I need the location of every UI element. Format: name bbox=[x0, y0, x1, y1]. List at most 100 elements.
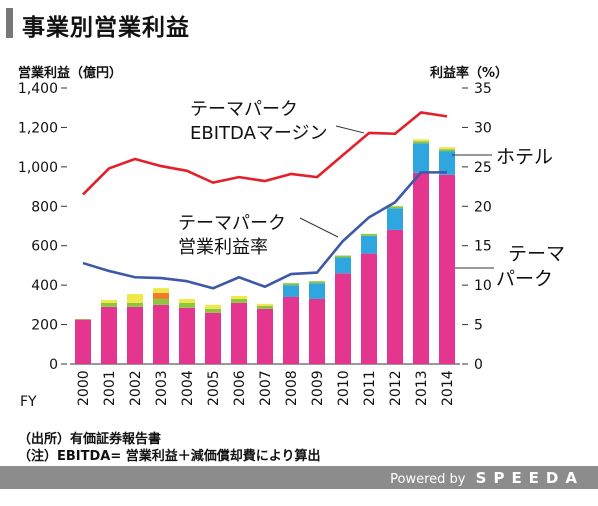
chart-bars bbox=[75, 139, 455, 364]
bar-segment bbox=[153, 293, 169, 299]
bar-segment bbox=[387, 206, 403, 209]
annotation-ebitda-leader bbox=[335, 125, 365, 134]
bar-segment bbox=[335, 255, 351, 258]
bar-segment bbox=[413, 141, 429, 144]
y-tick-left: 0 bbox=[49, 357, 58, 373]
bar-segment bbox=[413, 143, 429, 173]
y-tick-left: 1,400 bbox=[18, 81, 58, 97]
y-tick-right: 0 bbox=[474, 357, 483, 373]
bar-segment bbox=[257, 305, 273, 309]
bar-segment bbox=[413, 139, 429, 142]
bar-segment bbox=[205, 304, 221, 309]
bar-segment bbox=[361, 253, 377, 364]
x-tick-label: 2003 bbox=[154, 370, 170, 406]
annotation-hotel: ホテル bbox=[496, 146, 553, 168]
bar-segment bbox=[335, 257, 351, 274]
bar-segment bbox=[179, 302, 195, 308]
bar-segment bbox=[309, 298, 325, 364]
y-axis-right-title: 利益率（%） bbox=[430, 65, 508, 81]
ebitda-margin-line bbox=[82, 111, 448, 196]
operating-margin-line bbox=[82, 171, 447, 290]
annotation-ebitda-line1: テーマパーク bbox=[190, 99, 298, 120]
bar-segment bbox=[361, 235, 377, 254]
x-tick-label: 2004 bbox=[180, 370, 196, 406]
source-note: （出所）有価証券報告書 bbox=[18, 432, 162, 447]
bar-segment bbox=[231, 298, 247, 303]
x-tick-label: 2014 bbox=[440, 370, 456, 406]
y-tick-right: 15 bbox=[474, 239, 492, 255]
bar-segment bbox=[283, 296, 299, 364]
page-title: 事業別営業利益 bbox=[22, 15, 190, 41]
bar-segment bbox=[335, 273, 351, 364]
chart-lines bbox=[82, 111, 448, 290]
y-tick-right: 30 bbox=[474, 120, 492, 136]
y-axis-left-title: 営業利益（億円） bbox=[18, 65, 122, 81]
annotation-margin-line2: 営業利益率 bbox=[178, 237, 268, 258]
annotation-margin-line1: テーマパーク bbox=[178, 213, 286, 234]
bar-segment bbox=[387, 229, 403, 364]
bar-segment bbox=[361, 233, 377, 236]
y-tick-left: 1,000 bbox=[18, 160, 58, 176]
bar-segment bbox=[179, 307, 195, 364]
bar-segment bbox=[439, 147, 455, 150]
footer-powered: Powered by bbox=[390, 472, 466, 487]
footer-bar: Powered by SPEEDA bbox=[0, 466, 598, 489]
x-tick-label: 2011 bbox=[362, 370, 378, 406]
y-tick-left: 400 bbox=[31, 278, 58, 294]
bar-segment bbox=[439, 149, 455, 152]
bar-segment bbox=[283, 285, 299, 297]
x-axis-prefix: FY bbox=[20, 394, 37, 410]
footnote: （注）EBITDA= 営業利益＋減価償却費により算出 bbox=[18, 449, 321, 464]
bar-segment bbox=[257, 308, 273, 364]
bar-segment bbox=[413, 172, 429, 364]
x-tick-label: 2007 bbox=[258, 370, 274, 406]
y-tick-left: 600 bbox=[31, 239, 58, 255]
footer-brand: SPEEDA bbox=[475, 469, 584, 487]
bar-segment bbox=[101, 299, 117, 303]
x-tick-label: 2006 bbox=[232, 370, 248, 406]
x-tick-label: 2013 bbox=[414, 370, 430, 406]
y-tick-right: 20 bbox=[474, 199, 492, 215]
y-tick-left: 200 bbox=[31, 318, 58, 334]
x-tick-label: 2005 bbox=[206, 370, 222, 406]
bar-segment bbox=[231, 295, 247, 299]
footer-credit: Powered by SPEEDA bbox=[390, 469, 584, 487]
bar-segment bbox=[205, 312, 221, 364]
annotation-ebitda-line2: EBITDAマージン bbox=[190, 123, 328, 144]
bar-segment bbox=[205, 308, 221, 313]
bar-segment bbox=[153, 288, 169, 294]
bar-segment bbox=[101, 302, 117, 307]
x-tick-label: 2012 bbox=[388, 370, 404, 406]
bar-segment bbox=[101, 306, 117, 364]
bar-segment bbox=[127, 302, 143, 307]
bar-segment bbox=[231, 302, 247, 364]
bar-segment bbox=[309, 283, 325, 299]
bar-segment bbox=[75, 319, 91, 364]
x-tick-label: 2008 bbox=[284, 370, 300, 406]
chart: 営業利益（億円） 利益率（%）02004006008001,0001,2001,4… bbox=[18, 65, 565, 410]
bar-segment bbox=[153, 298, 169, 305]
y-tick-left: 1,200 bbox=[18, 120, 58, 136]
bar-segment bbox=[127, 294, 143, 303]
x-tick-label: 2000 bbox=[76, 370, 92, 406]
y-tick-right: 35 bbox=[474, 81, 492, 97]
bar-segment bbox=[439, 174, 455, 364]
bar-segment bbox=[439, 151, 455, 175]
x-tick-label: 2001 bbox=[102, 370, 118, 406]
bar-segment bbox=[283, 283, 299, 286]
bar-segment bbox=[127, 306, 143, 364]
chart-axes: 営業利益（億円） 利益率（%）02004006008001,0001,2001,4… bbox=[18, 65, 508, 410]
y-tick-left: 800 bbox=[31, 199, 58, 215]
annotation-themepark-line1: テーマ bbox=[508, 243, 565, 265]
bar-segment bbox=[309, 281, 325, 284]
x-tick-label: 2010 bbox=[336, 370, 352, 406]
annotation-themepark-line2: パーク bbox=[496, 268, 553, 290]
title-accent-bar bbox=[6, 8, 13, 38]
y-tick-right: 25 bbox=[474, 160, 492, 176]
y-tick-right: 10 bbox=[474, 278, 492, 294]
x-tick-label: 2009 bbox=[310, 370, 326, 406]
annotation-margin-leader bbox=[299, 217, 339, 238]
x-tick-label: 2002 bbox=[128, 370, 144, 406]
bar-segment bbox=[387, 208, 403, 230]
bar-segment bbox=[179, 298, 195, 303]
